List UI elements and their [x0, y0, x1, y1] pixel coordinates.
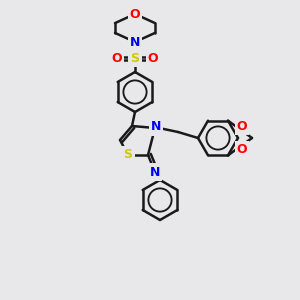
Text: N: N [150, 166, 160, 178]
Text: O: O [148, 52, 158, 64]
Text: S: S [124, 148, 133, 161]
Text: O: O [237, 143, 247, 156]
Text: O: O [112, 52, 122, 64]
Text: N: N [130, 35, 140, 49]
Text: O: O [130, 8, 140, 20]
Text: S: S [130, 52, 140, 64]
Text: O: O [237, 120, 247, 133]
Text: N: N [151, 121, 161, 134]
